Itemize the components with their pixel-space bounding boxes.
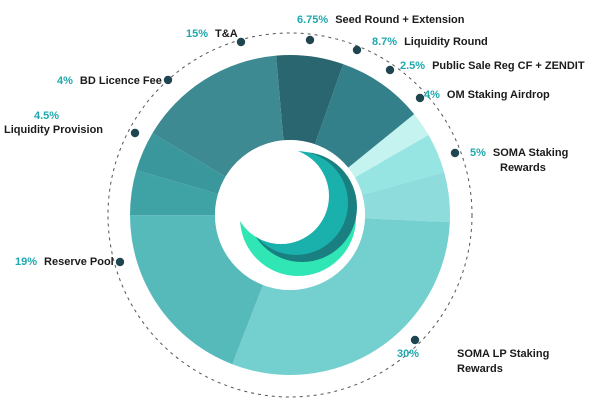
callout-dot-0 [305, 35, 315, 45]
callout-dot-6 [115, 257, 125, 267]
callout-text-0: Seed Round + Extension [335, 14, 465, 26]
callout-percent-6: 19% [15, 256, 37, 268]
callout-label-8: 4% BD Licence Fee [57, 75, 162, 87]
callout-labels: 6.75% Seed Round + Extension 8.7% Liquidity… [4, 14, 585, 375]
callout-dot-5 [410, 335, 420, 345]
slice-7 [130, 170, 218, 216]
callout-text-4: Rewards [500, 162, 546, 174]
callout-text-2: Public Sale Reg CF + ZENDIT [432, 60, 585, 72]
slice-3 [354, 134, 445, 195]
slice-8 [136, 133, 226, 195]
callout-label-0: 6.75% Seed Round + Extension [297, 14, 465, 26]
callout-label-1: 8.7% Liquidity Round [372, 36, 488, 48]
callout-percent-4: 5% [470, 147, 486, 159]
slice-1 [314, 64, 415, 168]
callout-percent-7: 4.5% [34, 110, 59, 122]
callout-percent-0: 6.75% [297, 14, 328, 26]
callout-dot-3 [415, 93, 425, 103]
slice-9 [152, 55, 284, 177]
slice-4 [362, 172, 451, 223]
callout-percent-1: 8.7% [372, 36, 397, 48]
logo-white-disc [233, 148, 329, 244]
callout-text-7: Liquidity Provision [4, 124, 103, 136]
callout-percent-9: 15% [186, 28, 208, 40]
callout-text-8: BD Licence Fee [80, 75, 162, 87]
slice-5 [232, 218, 450, 375]
donut-slices [130, 55, 451, 375]
callout-label-7: 4.5% Liquidity Provision [4, 110, 103, 136]
slice-2 [348, 114, 429, 178]
callout-label-2: 2.5% Public Sale Reg CF + ZENDIT [400, 60, 585, 72]
callout-label-4: 5% SOMA Staking Rewards [470, 147, 568, 174]
callout-dot-7 [130, 128, 140, 138]
callout-label-3: 4% OM Staking Airdrop [424, 89, 550, 101]
callout-text-3: OM Staking Airdrop [447, 89, 550, 101]
center-logo [215, 140, 365, 290]
callout-text-9: T&A [215, 28, 238, 40]
callout-percent-8: 4% [57, 75, 73, 87]
callout-text-4: SOMA Staking [493, 147, 568, 159]
callout-percent-2: 2.5% [400, 60, 425, 72]
callout-dot-1 [352, 45, 362, 55]
slice-6 [130, 215, 263, 365]
callout-dot-4 [450, 148, 460, 158]
callout-label-5: 30% SOMA LP Staking Rewards [397, 348, 549, 375]
callout-percent-5: 30% [397, 348, 419, 360]
callout-text-5: SOMA LP Staking [457, 348, 549, 360]
callout-dot-9 [236, 37, 246, 47]
callout-percent-3: 4% [424, 89, 440, 101]
callout-dot-8 [163, 75, 173, 85]
callout-label-6: 19% Reserve Pool [15, 256, 114, 268]
callout-dot-2 [385, 65, 395, 75]
dashed-outer-ring [107, 32, 473, 398]
callout-dots [115, 35, 460, 345]
callout-label-9: 15% T&A [186, 28, 238, 40]
callout-text-1: Liquidity Round [404, 36, 488, 48]
callout-text-6: Reserve Pool [44, 256, 114, 268]
callout-text-5: Rewards [457, 363, 503, 375]
slice-0 [276, 55, 344, 145]
